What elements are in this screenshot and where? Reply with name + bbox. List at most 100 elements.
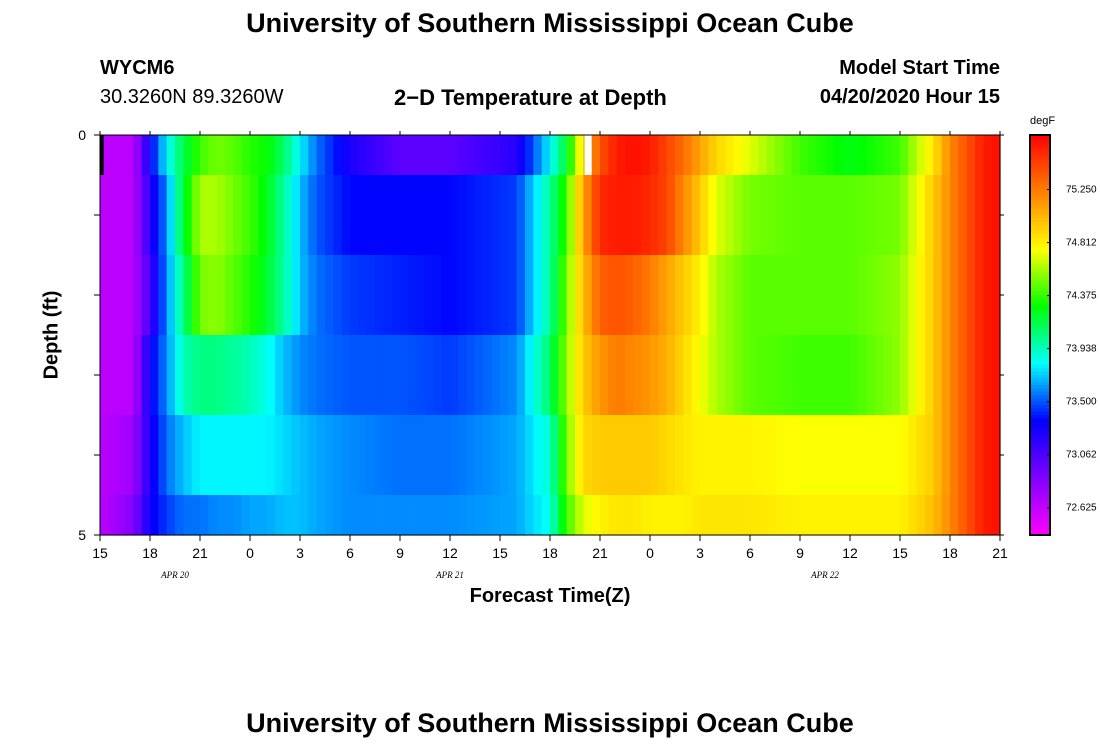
heatmap-cell xyxy=(166,415,176,496)
heatmap-cell xyxy=(358,255,368,336)
heatmap-cell xyxy=(416,135,426,176)
heatmap-cell xyxy=(858,495,868,536)
heatmap-cell xyxy=(358,135,368,176)
heatmap-cell xyxy=(100,175,109,256)
heatmap-cell xyxy=(825,335,834,416)
colorbar-segment xyxy=(1030,481,1050,486)
heatmap-cell xyxy=(116,335,126,416)
heatmap-cell xyxy=(558,335,568,416)
heatmap-cell xyxy=(150,175,159,256)
heatmap-cell xyxy=(658,415,668,496)
heatmap-cell xyxy=(583,495,593,536)
heatmap-cell xyxy=(591,335,601,416)
heatmap-cell xyxy=(766,415,776,496)
heatmap-cell xyxy=(800,175,809,256)
colorbar-segment xyxy=(1030,521,1050,526)
heatmap-cell xyxy=(100,335,109,416)
heatmap-cell xyxy=(408,335,418,416)
colorbar-segment xyxy=(1030,488,1050,493)
heatmap-cell xyxy=(475,255,484,336)
heatmap-cell xyxy=(383,255,393,336)
heatmap-cell xyxy=(175,495,184,536)
heatmap-cell xyxy=(216,175,226,256)
heatmap-cell xyxy=(566,335,576,416)
heatmap-cell xyxy=(616,175,626,256)
heatmap-cell xyxy=(708,415,718,496)
heatmap-cell xyxy=(566,175,576,256)
heatmap-cell xyxy=(550,415,559,496)
heatmap-cell xyxy=(533,135,543,176)
heatmap-cell xyxy=(975,135,984,176)
colorbar-segment xyxy=(1030,295,1050,299)
colorbar-segment xyxy=(1030,531,1050,536)
heatmap-cell xyxy=(441,175,451,256)
heatmap-cell xyxy=(366,135,376,176)
heatmap-cell xyxy=(975,495,984,536)
heatmap-cell xyxy=(133,495,143,536)
heatmap-cell xyxy=(933,415,943,496)
heatmap-cell xyxy=(150,255,159,336)
x-tick-label: 6 xyxy=(346,545,354,561)
heatmap-cell xyxy=(575,495,584,536)
heatmap-cell xyxy=(633,135,643,176)
heatmap-cell xyxy=(191,135,201,176)
heatmap-cell xyxy=(591,175,601,256)
heatmap-cell xyxy=(533,335,543,416)
heatmap-cell xyxy=(766,495,776,536)
colorbar-segment xyxy=(1030,281,1050,286)
heatmap-cell xyxy=(716,135,726,176)
heatmap-cell xyxy=(650,495,659,536)
heatmap-cell xyxy=(483,135,493,176)
colorbar-segment xyxy=(1030,518,1050,523)
heatmap-cell xyxy=(166,135,176,176)
heatmap-cell xyxy=(666,175,676,256)
heatmap-cell xyxy=(608,175,618,256)
heatmap-cell xyxy=(700,495,709,536)
heatmap-cell xyxy=(175,135,184,176)
heatmap-cell xyxy=(391,335,401,416)
heatmap-cell xyxy=(891,255,901,336)
heatmap-cell xyxy=(450,255,459,336)
colorbar-segment xyxy=(1030,411,1050,416)
heatmap-cell xyxy=(675,415,684,496)
colorbar-segment xyxy=(1030,248,1050,253)
heatmap-cell xyxy=(241,255,251,336)
colorbar-segment xyxy=(1030,231,1050,236)
heatmap-cell xyxy=(183,175,193,256)
heatmap-cell xyxy=(733,175,743,256)
heatmap-cell xyxy=(333,175,343,256)
heatmap-cell xyxy=(208,135,218,176)
heatmap-cell xyxy=(608,415,618,496)
colorbar-segment xyxy=(1030,175,1050,179)
heatmap-cell xyxy=(125,415,134,496)
x-tick-label: 18 xyxy=(142,545,158,561)
heatmap-cell xyxy=(983,135,993,176)
heatmap-cell xyxy=(300,415,309,496)
colorbar-segment xyxy=(1030,375,1050,379)
heatmap-cell xyxy=(350,255,359,336)
heatmap-cell xyxy=(141,175,151,256)
heatmap-cell xyxy=(766,255,776,336)
heatmap-cell xyxy=(666,255,676,336)
heatmap-cell xyxy=(908,415,918,496)
colorbar-segment xyxy=(1030,315,1050,319)
heatmap-cell xyxy=(458,415,468,496)
colorbar-segment xyxy=(1030,325,1050,329)
heatmap-cell xyxy=(766,335,776,416)
heatmap-cell xyxy=(225,415,234,496)
colorbar-segment xyxy=(1030,235,1050,239)
heatmap-cell xyxy=(683,495,693,536)
heatmap-cell xyxy=(141,135,151,176)
heatmap-cell xyxy=(408,135,418,176)
colorbar-segment xyxy=(1030,228,1050,233)
colorbar-segment xyxy=(1030,185,1050,189)
heatmap-cell xyxy=(850,335,859,416)
heatmap-cell xyxy=(216,255,226,336)
heatmap-cell xyxy=(500,335,509,416)
colorbar-segment xyxy=(1030,318,1050,323)
colorbar-segment xyxy=(1030,135,1050,139)
heatmap-cell xyxy=(675,495,684,536)
heatmap-cell xyxy=(808,255,818,336)
heatmap-cell xyxy=(250,255,259,336)
heatmap-cell xyxy=(941,415,951,496)
